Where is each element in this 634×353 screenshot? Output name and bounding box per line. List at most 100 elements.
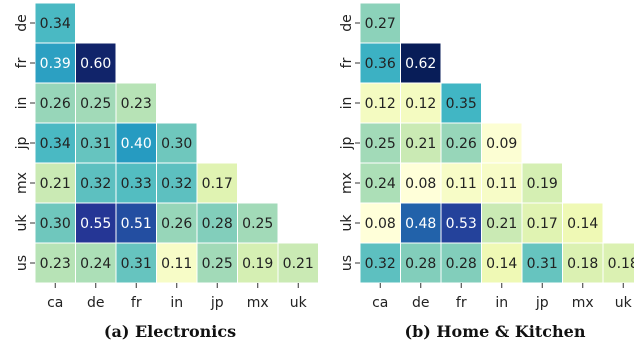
heatmap-panel-1: 0.27 0.36 0.62 0.12 0.12 0.35 0.25 0.21 0.26 0.09… xyxy=(339,2,634,311)
heatmap-cell xyxy=(237,202,279,244)
x-tick-label: in xyxy=(495,295,508,311)
heatmap-cell xyxy=(562,242,604,284)
heatmap-cell xyxy=(440,242,482,284)
y-tick-label: fr xyxy=(339,57,355,68)
x-tick-label: uk xyxy=(615,295,633,311)
cell-value-label: 0.32 xyxy=(161,176,192,192)
heatmap-cell xyxy=(156,202,198,244)
heatmap-cell xyxy=(156,162,198,204)
cell-value-label: 0.32 xyxy=(80,176,111,192)
cell-value-label: 0.08 xyxy=(405,176,436,192)
cell-value-label: 0.18 xyxy=(567,256,598,272)
y-tick-label: in xyxy=(339,97,355,110)
y-tick-label: in xyxy=(14,97,30,110)
x-tick-label: mx xyxy=(247,295,269,311)
cell-value-label: 0.23 xyxy=(40,256,71,272)
x-tick-label: jp xyxy=(535,295,549,311)
cell-value-label: 0.11 xyxy=(446,176,477,192)
heatmap-cell xyxy=(75,202,117,244)
y-tick-label: jp xyxy=(14,137,30,151)
cell-value-label: 0.25 xyxy=(202,256,233,272)
caption-home-kitchen: (b) Home & Kitchen xyxy=(404,322,586,341)
y-tick-label: de xyxy=(339,14,355,32)
cell-value-label: 0.40 xyxy=(121,136,152,152)
heatmap-cell xyxy=(562,202,604,244)
cell-value-label: 0.30 xyxy=(161,136,192,152)
heatmap-cell xyxy=(400,202,442,244)
cell-value-label: 0.27 xyxy=(365,16,396,32)
cell-value-label: 0.21 xyxy=(40,176,71,192)
cell-value-label: 0.08 xyxy=(365,216,396,232)
cell-value-label: 0.25 xyxy=(242,216,273,232)
cell-value-label: 0.25 xyxy=(80,96,111,112)
cell-value-label: 0.17 xyxy=(527,216,558,232)
x-tick-label: in xyxy=(170,295,183,311)
cell-value-label: 0.31 xyxy=(527,256,558,272)
y-tick-label: uk xyxy=(14,214,30,232)
x-tick-label: de xyxy=(412,295,430,311)
cell-value-label: 0.28 xyxy=(405,256,436,272)
x-tick-label: uk xyxy=(290,295,308,311)
heatmap-cell xyxy=(277,242,319,284)
cell-value-label: 0.31 xyxy=(80,136,111,152)
cell-value-label: 0.11 xyxy=(161,256,192,272)
heatmap-cell xyxy=(400,42,442,84)
cell-value-label: 0.36 xyxy=(365,56,396,72)
x-tick-label: mx xyxy=(572,295,594,311)
x-tick-label: ca xyxy=(47,295,63,311)
cell-value-label: 0.28 xyxy=(202,216,233,232)
cell-value-label: 0.39 xyxy=(40,56,71,72)
cell-value-label: 0.19 xyxy=(242,256,273,272)
cell-value-label: 0.21 xyxy=(405,136,436,152)
cell-value-label: 0.14 xyxy=(486,256,517,272)
cell-value-label: 0.09 xyxy=(486,136,517,152)
heatmap-cell xyxy=(115,202,157,244)
cell-value-label: 0.21 xyxy=(283,256,314,272)
cell-value-label: 0.23 xyxy=(121,96,152,112)
cell-value-label: 0.14 xyxy=(567,216,598,232)
cell-value-label: 0.35 xyxy=(446,96,477,112)
heatmap-cell xyxy=(481,242,523,284)
cell-value-label: 0.11 xyxy=(486,176,517,192)
heatmap-cell xyxy=(75,122,117,164)
heatmap-cell xyxy=(440,82,482,124)
cell-value-label: 0.55 xyxy=(80,216,111,232)
y-tick-label: jp xyxy=(339,137,355,151)
cell-value-label: 0.26 xyxy=(40,96,71,112)
cell-value-label: 0.12 xyxy=(365,96,396,112)
heatmap-cell xyxy=(34,242,76,284)
heatmap-cell xyxy=(359,242,401,284)
caption-electronics: (a) Electronics xyxy=(103,322,237,341)
heatmap-cell xyxy=(115,82,157,124)
cell-value-label: 0.26 xyxy=(161,216,192,232)
cell-value-label: 0.28 xyxy=(446,256,477,272)
heatmap-cell xyxy=(196,202,238,244)
cell-value-label: 0.34 xyxy=(40,136,71,152)
cell-value-label: 0.12 xyxy=(405,96,436,112)
heatmap-cell xyxy=(359,42,401,84)
y-tick-label: mx xyxy=(14,172,30,194)
x-tick-label: jp xyxy=(210,295,224,311)
cell-value-label: 0.33 xyxy=(121,176,152,192)
y-tick-label: de xyxy=(14,14,30,32)
heatmap-cell xyxy=(521,162,563,204)
heatmap-cell xyxy=(237,242,279,284)
cell-value-label: 0.53 xyxy=(446,216,477,232)
cell-value-label: 0.21 xyxy=(486,216,517,232)
heatmap-cell xyxy=(75,162,117,204)
heatmap-cell xyxy=(521,202,563,244)
x-tick-label: fr xyxy=(456,295,467,311)
cell-value-label: 0.19 xyxy=(527,176,558,192)
heatmap-cell xyxy=(34,42,76,84)
heatmap-cell xyxy=(400,82,442,124)
cell-value-label: 0.31 xyxy=(121,256,152,272)
cell-value-label: 0.62 xyxy=(405,56,436,72)
y-tick-label: us xyxy=(14,255,30,271)
cell-value-label: 0.24 xyxy=(80,256,111,272)
heatmap-cell xyxy=(481,122,523,164)
y-tick-label: fr xyxy=(14,57,30,68)
cell-value-label: 0.30 xyxy=(40,216,71,232)
y-tick-label: us xyxy=(339,255,355,271)
cell-value-label: 0.24 xyxy=(365,176,396,192)
